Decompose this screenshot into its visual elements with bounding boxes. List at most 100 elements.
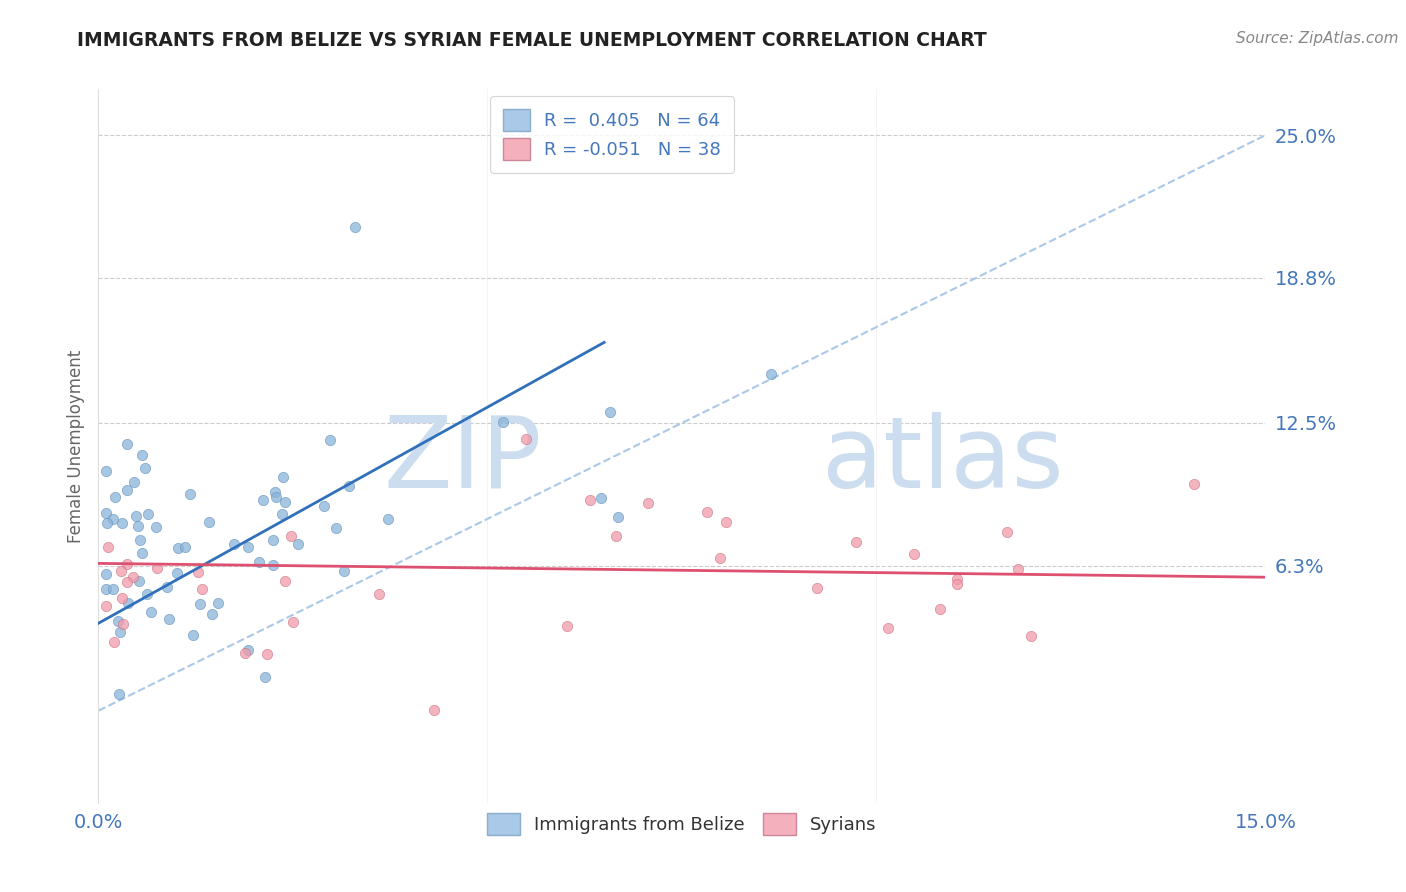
Point [112, 617, 135, 632]
Point [127, 518, 149, 533]
Point [111, 591, 134, 605]
Point [117, 596, 139, 610]
Point [280, 529, 302, 543]
Point [181, 627, 204, 641]
Point [599, 405, 621, 419]
Point [96, 516, 118, 530]
Point [945, 577, 967, 591]
Point [107, 615, 129, 629]
Point [115, 575, 138, 590]
Point [190, 582, 212, 597]
Point [591, 491, 613, 506]
Point [287, 536, 309, 550]
Point [96, 582, 118, 596]
Point [273, 470, 295, 484]
Point [141, 605, 163, 619]
Point [115, 437, 138, 451]
Point [101, 582, 124, 597]
Text: atlas: atlas [823, 412, 1063, 508]
Point [236, 541, 259, 555]
Point [188, 597, 211, 611]
Text: Source: ZipAtlas.com: Source: ZipAtlas.com [1236, 31, 1399, 46]
Point [111, 516, 134, 530]
Point [96, 464, 118, 478]
Point [709, 550, 731, 565]
Point [806, 581, 828, 595]
Point [131, 546, 153, 560]
Point [198, 515, 221, 529]
Point [696, 505, 718, 519]
Point [134, 460, 156, 475]
Point [759, 367, 782, 381]
Point [946, 572, 969, 586]
Point [157, 612, 180, 626]
Point [877, 621, 900, 635]
Point [122, 570, 145, 584]
Point [136, 508, 159, 522]
Text: ZIP: ZIP [384, 412, 541, 508]
Point [125, 509, 148, 524]
Point [201, 607, 224, 622]
Point [271, 507, 294, 521]
Point [156, 580, 179, 594]
Point [579, 493, 602, 508]
Point [314, 499, 336, 513]
Point [714, 515, 737, 529]
Point [333, 564, 356, 578]
Point [124, 475, 146, 489]
Point [337, 479, 360, 493]
Point [1007, 562, 1029, 576]
Point [252, 493, 274, 508]
Point [845, 535, 868, 549]
Point [96, 599, 118, 614]
Point [166, 566, 188, 580]
Point [167, 541, 190, 555]
Point [103, 635, 125, 649]
Point [108, 625, 131, 640]
Point [515, 432, 537, 446]
Point [929, 602, 952, 616]
Point [264, 490, 287, 504]
Point [207, 596, 229, 610]
Point [103, 511, 125, 525]
Point [281, 615, 304, 630]
Point [236, 643, 259, 657]
Point [555, 619, 578, 633]
Point [235, 646, 257, 660]
Point [96, 566, 118, 581]
Point [491, 415, 513, 429]
Point [117, 483, 139, 498]
Point [96, 506, 118, 520]
Point [1021, 629, 1043, 643]
Point [115, 557, 138, 571]
Point [344, 220, 367, 235]
Point [256, 647, 278, 661]
Point [135, 587, 157, 601]
Point [128, 574, 150, 588]
Point [318, 433, 340, 447]
Point [377, 512, 399, 526]
Y-axis label: Female Unemployment: Female Unemployment [66, 350, 84, 542]
Point [637, 496, 659, 510]
Point [247, 555, 270, 569]
Point [325, 521, 347, 535]
Point [107, 687, 129, 701]
Point [145, 520, 167, 534]
Point [173, 541, 195, 555]
Point [368, 587, 391, 601]
Point [903, 547, 925, 561]
Point [262, 533, 284, 547]
Point [605, 529, 627, 543]
Point [129, 533, 152, 547]
Point [104, 490, 127, 504]
Text: IMMIGRANTS FROM BELIZE VS SYRIAN FEMALE UNEMPLOYMENT CORRELATION CHART: IMMIGRANTS FROM BELIZE VS SYRIAN FEMALE … [77, 31, 987, 50]
Point [146, 561, 169, 575]
Point [274, 495, 297, 509]
Point [253, 670, 276, 684]
Point [606, 509, 628, 524]
Point [131, 448, 153, 462]
Point [97, 540, 120, 554]
Point [262, 558, 284, 572]
Point [423, 703, 446, 717]
Point [274, 574, 297, 588]
